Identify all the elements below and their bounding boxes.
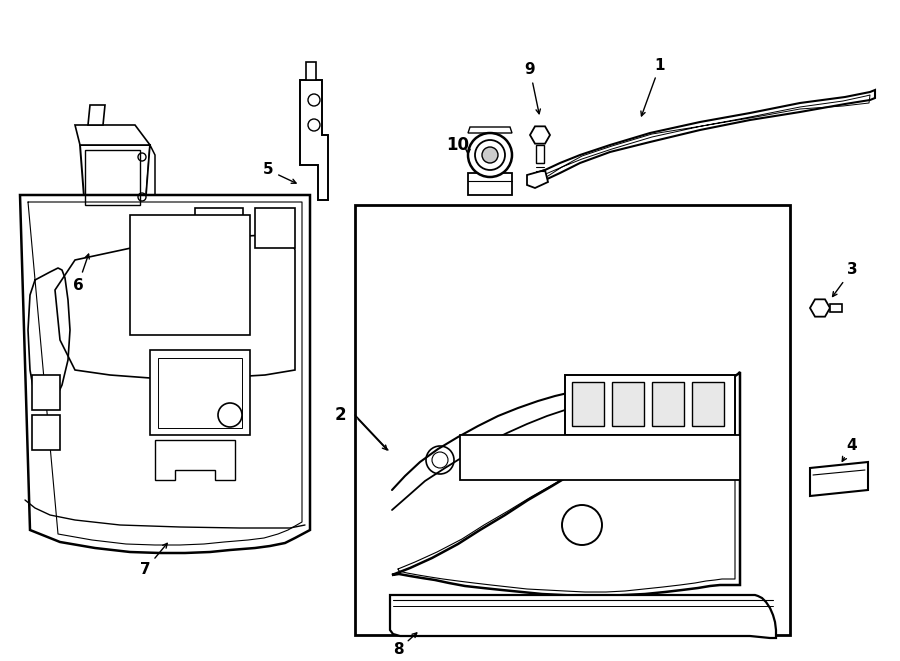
Polygon shape (468, 173, 512, 195)
Text: 5: 5 (263, 163, 296, 183)
Text: 3: 3 (832, 262, 858, 297)
Text: 10: 10 (446, 136, 470, 154)
Polygon shape (530, 90, 875, 185)
Polygon shape (80, 145, 150, 210)
Polygon shape (88, 105, 105, 125)
Polygon shape (300, 80, 328, 200)
Text: 7: 7 (140, 543, 167, 578)
Bar (572, 382, 604, 426)
Text: 8: 8 (392, 633, 417, 658)
Polygon shape (810, 462, 868, 496)
Text: 1: 1 (641, 58, 665, 116)
Polygon shape (527, 170, 548, 188)
Polygon shape (306, 62, 316, 80)
Circle shape (482, 147, 498, 163)
Bar (612, 382, 644, 426)
Polygon shape (155, 440, 235, 480)
Polygon shape (830, 304, 842, 312)
Bar (652, 382, 684, 426)
Polygon shape (392, 372, 740, 596)
Bar (150, 350, 250, 435)
Text: 2: 2 (334, 406, 346, 424)
Polygon shape (80, 210, 100, 225)
Bar (692, 382, 724, 426)
Polygon shape (20, 195, 310, 553)
Bar (32, 415, 60, 450)
Bar (255, 208, 295, 248)
Circle shape (468, 133, 512, 177)
Bar (32, 375, 60, 410)
Text: 6: 6 (73, 254, 89, 293)
Text: 9: 9 (525, 63, 540, 114)
Bar (565, 375, 735, 435)
Polygon shape (145, 145, 155, 210)
Bar (355, 205, 790, 635)
Bar (195, 208, 243, 250)
Polygon shape (468, 127, 512, 133)
Polygon shape (536, 145, 544, 163)
Bar (130, 215, 250, 335)
Bar (158, 358, 242, 428)
Polygon shape (55, 235, 295, 380)
Bar (460, 435, 740, 480)
Polygon shape (530, 126, 550, 143)
Polygon shape (75, 125, 150, 145)
Text: 4: 4 (842, 438, 858, 461)
Polygon shape (390, 595, 776, 638)
Bar (85, 150, 140, 205)
Polygon shape (810, 299, 830, 317)
